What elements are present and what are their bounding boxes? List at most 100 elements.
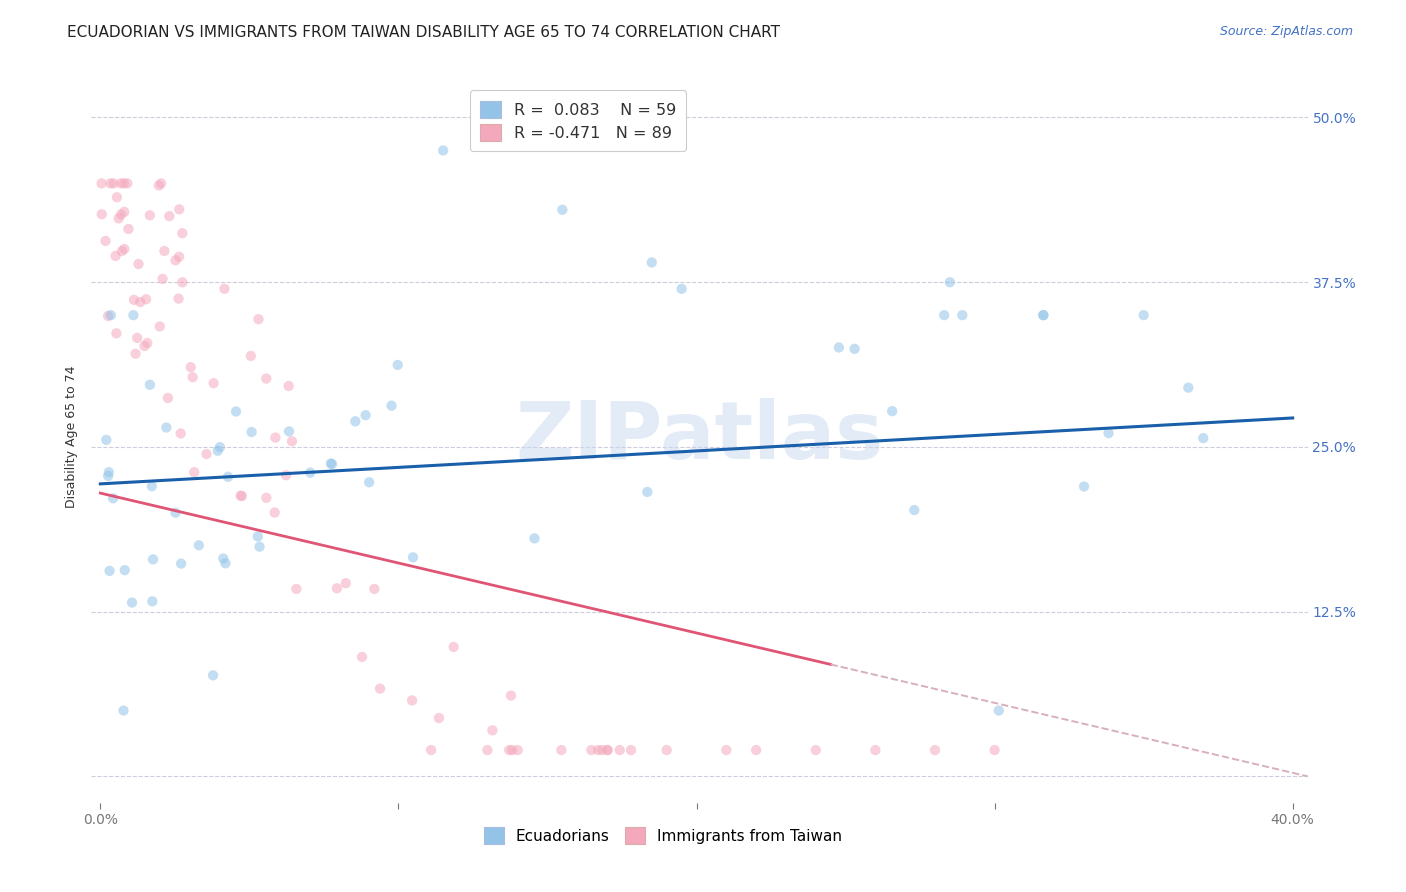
Point — [1192, 431, 1215, 445]
Point — [167, 202, 190, 217]
Point — [96, 433, 118, 447]
Point — [165, 506, 187, 520]
Point — [111, 244, 134, 259]
Point — [239, 349, 262, 363]
Point — [97, 465, 120, 479]
Point — [94, 234, 117, 248]
Point — [319, 457, 342, 471]
Point — [278, 425, 301, 439]
Point — [214, 282, 236, 296]
Point — [90, 207, 112, 221]
Point — [432, 144, 454, 158]
Point — [401, 693, 423, 707]
Point — [1073, 479, 1095, 493]
Point — [882, 404, 904, 418]
Point — [165, 253, 187, 268]
Point — [110, 177, 132, 191]
Point — [499, 689, 522, 703]
Point — [263, 506, 285, 520]
Point — [202, 376, 225, 391]
Point — [551, 202, 574, 217]
Point — [368, 681, 391, 696]
Point — [254, 491, 277, 505]
Point — [117, 222, 139, 236]
Point — [195, 447, 218, 461]
Point — [181, 370, 204, 384]
Text: ZIPatlas: ZIPatlas — [516, 398, 883, 476]
Point — [481, 723, 503, 738]
Point — [1177, 381, 1199, 395]
Point — [117, 177, 139, 191]
Point — [716, 743, 738, 757]
Point — [939, 275, 962, 289]
Point — [321, 457, 343, 471]
Point — [167, 292, 190, 306]
Point — [246, 529, 269, 543]
Point — [172, 226, 194, 240]
Point — [107, 211, 129, 226]
Point — [550, 743, 572, 757]
Point — [363, 582, 385, 596]
Point — [141, 479, 163, 493]
Point — [98, 564, 121, 578]
Point — [581, 743, 603, 757]
Point — [127, 257, 149, 271]
Point — [844, 342, 866, 356]
Point — [217, 470, 239, 484]
Point — [153, 244, 176, 258]
Point — [420, 743, 443, 757]
Point — [97, 469, 120, 483]
Point — [225, 404, 247, 418]
Point — [983, 743, 1005, 757]
Point — [155, 420, 177, 434]
Point — [344, 414, 367, 428]
Point — [152, 272, 174, 286]
Point — [142, 552, 165, 566]
Point — [208, 440, 231, 454]
Point — [326, 582, 349, 596]
Point — [1097, 426, 1119, 441]
Point — [249, 540, 271, 554]
Point — [591, 743, 613, 757]
Point — [745, 743, 768, 757]
Point — [104, 249, 127, 263]
Point — [1132, 308, 1154, 322]
Point — [180, 360, 202, 375]
Point — [231, 489, 253, 503]
Point — [609, 743, 631, 757]
Legend: Ecuadorians, Immigrants from Taiwan: Ecuadorians, Immigrants from Taiwan — [478, 822, 848, 850]
Point — [214, 557, 236, 571]
Point — [122, 308, 145, 322]
Point — [427, 711, 450, 725]
Point — [903, 503, 925, 517]
Point — [121, 596, 143, 610]
Point — [105, 190, 128, 204]
Point — [254, 371, 277, 385]
Point — [299, 466, 322, 480]
Point — [100, 308, 122, 322]
Point — [501, 743, 523, 757]
Point — [387, 358, 409, 372]
Point — [156, 391, 179, 405]
Point — [187, 538, 209, 552]
Point — [1032, 308, 1054, 322]
Point — [172, 275, 194, 289]
Point — [183, 465, 205, 479]
Point — [139, 377, 162, 392]
Point — [101, 491, 124, 506]
Point — [950, 308, 973, 322]
Point — [207, 443, 229, 458]
Point — [1032, 308, 1054, 322]
Point — [112, 242, 135, 256]
Point — [112, 205, 135, 219]
Point — [141, 594, 163, 608]
Point — [136, 336, 159, 351]
Point — [135, 292, 157, 306]
Point — [129, 295, 152, 310]
Text: Source: ZipAtlas.com: Source: ZipAtlas.com — [1219, 25, 1353, 38]
Point — [934, 308, 956, 322]
Point — [167, 250, 190, 264]
Point — [359, 475, 381, 490]
Point — [127, 331, 149, 345]
Point — [150, 177, 173, 191]
